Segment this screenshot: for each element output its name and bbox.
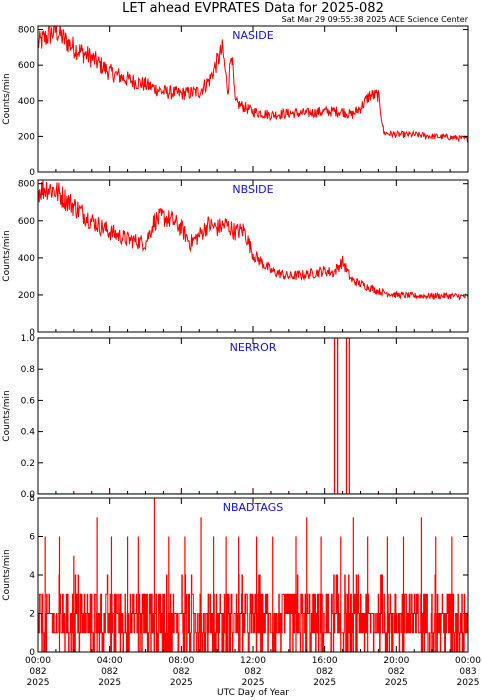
x-tick-label: 082 bbox=[173, 667, 190, 677]
y-tick-label: 400 bbox=[18, 97, 35, 107]
panel-label: NERROR bbox=[230, 341, 277, 354]
series-line bbox=[38, 26, 468, 143]
x-axis-labels: 00:00082202504:00082202508:00082202512:0… bbox=[25, 656, 481, 688]
x-tick-label: 082 bbox=[101, 667, 118, 677]
x-tick-label: 2025 bbox=[242, 678, 265, 688]
y-axis-label: Counts/min bbox=[2, 390, 12, 441]
x-tick-label: 16:00 bbox=[312, 656, 338, 666]
x-tick-label: 2025 bbox=[313, 678, 336, 688]
panel-nbside: 0 200 400 600 800 Counts/min NBSIDE bbox=[2, 179, 469, 338]
y-tick-label: 0.4 bbox=[21, 428, 36, 438]
y-tick-label: 800 bbox=[18, 26, 35, 36]
series-nbadtags bbox=[38, 498, 468, 652]
x-tick-label: 08:00 bbox=[168, 656, 194, 666]
series-naside bbox=[38, 26, 468, 143]
panel-label: NBSIDE bbox=[232, 183, 273, 196]
y-tick-label: 600 bbox=[18, 61, 35, 71]
x-axis-title: UTC Day of Year bbox=[217, 688, 289, 698]
y-tick-label: 200 bbox=[18, 291, 35, 301]
x-tick-label: 2025 bbox=[27, 678, 50, 688]
y-tick-label: 2 bbox=[29, 610, 35, 620]
x-tick-label: 083 bbox=[459, 667, 476, 677]
plot-frame bbox=[37, 25, 469, 173]
y-tick-label: 400 bbox=[18, 254, 35, 264]
x-tick-label: 082 bbox=[316, 667, 333, 677]
panel-naside: 0 200 400 600 800 Counts/min NASIDE bbox=[2, 25, 469, 178]
panel-nerror: 0.0 0.2 0.4 0.6 0.8 1.0 Counts/min NERROR bbox=[2, 334, 469, 500]
y-axis-label: Counts/min bbox=[2, 230, 12, 281]
panels: 0 200 400 600 800 Counts/min NASIDE 0 200 400 600 8… bbox=[2, 25, 469, 658]
y-tick-label: 0 bbox=[29, 648, 35, 658]
x-tick-label: 2025 bbox=[98, 678, 121, 688]
x-tick-label: 12:00 bbox=[240, 656, 266, 666]
x-tick-label: 2025 bbox=[385, 678, 408, 688]
y-axis-label: Counts/min bbox=[2, 73, 12, 124]
y-tick-label: 0.2 bbox=[21, 459, 35, 469]
chart-title: LET ahead EVPRATES Data for 2025-082 bbox=[122, 1, 384, 16]
x-tick-label: 00:00 bbox=[455, 656, 481, 666]
y-tick-label: 0.8 bbox=[21, 365, 36, 375]
y-tick-label: 800 bbox=[18, 180, 35, 190]
x-tick-label: 04:00 bbox=[97, 656, 123, 666]
y-tick-label: 600 bbox=[18, 217, 35, 227]
y-tick-label: 200 bbox=[18, 132, 35, 142]
timestamp-label: Sat Mar 29 09:55:38 2025 ACE Science Cen… bbox=[282, 15, 469, 24]
panel-nbadtags: 0 2 4 6 8 Counts/min NBADTAGS bbox=[2, 494, 469, 658]
x-tick-label: 082 bbox=[29, 667, 46, 677]
y-tick-label: 8 bbox=[29, 494, 35, 504]
x-tick-label: 00:00 bbox=[25, 656, 51, 666]
x-tick-label: 20:00 bbox=[383, 656, 409, 666]
series-nerror bbox=[38, 338, 468, 494]
x-tick-label: 2025 bbox=[457, 678, 480, 688]
y-tick-label: 0.6 bbox=[21, 396, 36, 406]
y-tick-label: 4 bbox=[29, 571, 35, 581]
y-tick-label: 0 bbox=[29, 328, 35, 338]
y-axis-label: Counts/min bbox=[2, 549, 12, 600]
x-tick-label: 082 bbox=[244, 667, 261, 677]
y-tick-label: 0 bbox=[29, 168, 35, 178]
series-line bbox=[38, 574, 468, 652]
y-tick-label: 6 bbox=[29, 533, 35, 543]
panel-label: NASIDE bbox=[232, 29, 273, 42]
series-nbside bbox=[38, 180, 468, 301]
x-tick-label: 082 bbox=[388, 667, 405, 677]
series-line bbox=[38, 338, 468, 494]
panel-label: NBADTAGS bbox=[223, 501, 283, 514]
series-line bbox=[38, 180, 468, 301]
y-tick-label: 0.0 bbox=[21, 490, 36, 500]
y-tick-label: 1.0 bbox=[21, 334, 36, 344]
plot-frame bbox=[37, 337, 469, 495]
x-tick-label: 2025 bbox=[170, 678, 193, 688]
